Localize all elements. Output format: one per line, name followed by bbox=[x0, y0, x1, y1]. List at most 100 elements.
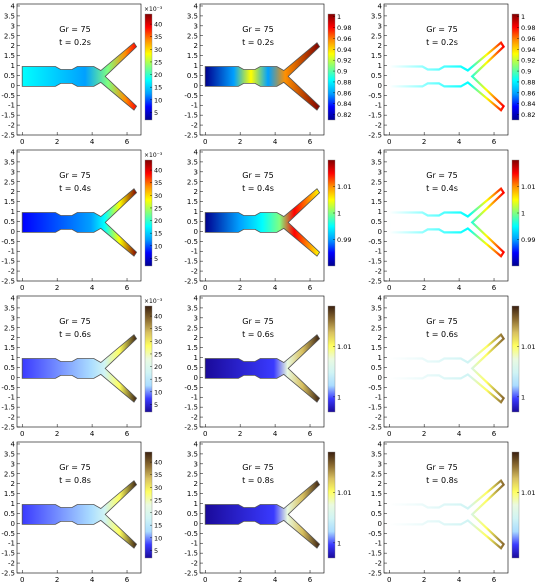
y-tick-label: 4 bbox=[378, 440, 383, 448]
colorbar-tick-label: 30 bbox=[154, 192, 162, 200]
y-tick-label: 2 bbox=[378, 480, 382, 488]
panel-annotation: t = 0.2s bbox=[242, 38, 274, 47]
x-tick-label: 0 bbox=[203, 284, 207, 292]
y-tick-label: 2 bbox=[378, 334, 382, 342]
y-tick-label: 0.5 bbox=[4, 510, 15, 518]
colorbar-tick-label: 1 bbox=[337, 393, 341, 401]
y-tick-label: 2.5 bbox=[371, 470, 382, 478]
y-tick-label: 2.5 bbox=[187, 32, 198, 40]
y-tick-label: -1 bbox=[191, 248, 198, 256]
channel-field bbox=[204, 188, 321, 257]
y-tick-label: 3 bbox=[11, 460, 15, 468]
y-tick-label: 1.5 bbox=[371, 198, 382, 206]
colorbar-tick-label: 0.86 bbox=[521, 89, 535, 97]
colorbar bbox=[144, 451, 153, 559]
colorbar-tick-label: 10 bbox=[154, 388, 162, 396]
y-tick-label: 2 bbox=[11, 480, 15, 488]
y-tick-label: 0 bbox=[194, 374, 198, 382]
y-tick-label: -0.5 bbox=[1, 384, 15, 392]
contour-lines bbox=[388, 333, 506, 404]
colorbar-tick-label: 0.98 bbox=[337, 24, 351, 32]
y-tick-label: 1.5 bbox=[4, 52, 15, 60]
colorbar-tick-label: 35 bbox=[154, 179, 162, 187]
colorbar-tick-label: 0.84 bbox=[521, 100, 535, 108]
chart-panel: 4 3.5 3 2.5 2 1.5 1 0.5 0 -0.5 -1 -1.5 -2 -2.5 0 2 4 6 Gr … bbox=[1, 148, 163, 292]
y-tick-label: 0 bbox=[11, 520, 15, 528]
colorbar-tick-label: 0.82 bbox=[337, 111, 351, 119]
x-tick-label: 4 bbox=[90, 576, 95, 584]
colorbar-tick-label: 1.01 bbox=[521, 183, 535, 191]
y-tick-label: 3 bbox=[194, 460, 198, 468]
y-tick-label: 0.5 bbox=[4, 72, 15, 80]
y-tick-label: 1.5 bbox=[371, 490, 382, 498]
colorbar-tick-label: 1.01 bbox=[521, 343, 535, 351]
y-tick-label: 1.5 bbox=[187, 198, 198, 206]
y-tick-label: 3 bbox=[11, 314, 15, 322]
colorbar bbox=[511, 451, 520, 559]
panel-annotation: Gr = 75 bbox=[59, 463, 90, 472]
y-tick-label: 2 bbox=[11, 334, 15, 342]
colorbar bbox=[511, 13, 520, 121]
colorbar bbox=[511, 305, 520, 413]
panel-annotation: t = 0.6s bbox=[59, 330, 91, 339]
y-tick-label: -1.5 bbox=[368, 112, 382, 120]
y-tick-label: 0 bbox=[378, 228, 382, 236]
colorbar-tick-label: 1 bbox=[337, 210, 341, 218]
y-tick-label: 4 bbox=[11, 440, 16, 448]
y-tick-label: -1 bbox=[191, 540, 198, 548]
y-tick-label: 3.5 bbox=[187, 450, 198, 458]
x-tick-label: 2 bbox=[238, 284, 242, 292]
x-tick-label: 4 bbox=[457, 430, 462, 438]
contour-lines bbox=[388, 187, 506, 258]
colorbar-tick-label: 1.01 bbox=[337, 183, 351, 191]
y-tick-label: 0.5 bbox=[4, 364, 15, 372]
y-tick-label: 4 bbox=[194, 148, 199, 156]
colorbar-tick-label: 40 bbox=[154, 21, 162, 29]
y-tick-label: 2 bbox=[378, 188, 382, 196]
y-tick-label: -2 bbox=[191, 268, 198, 276]
colorbar-tick-label: 40 bbox=[154, 313, 162, 321]
panel-annotation: Gr = 75 bbox=[242, 463, 273, 472]
x-tick-label: 4 bbox=[457, 576, 462, 584]
contour-lines bbox=[388, 41, 506, 112]
y-tick-label: 3.5 bbox=[371, 304, 382, 312]
x-tick-label: 6 bbox=[308, 430, 313, 438]
colorbar-tick-label: 1 bbox=[337, 539, 341, 547]
colorbar-exponent: ×10⁻³ bbox=[144, 6, 163, 13]
y-tick-label: -2 bbox=[375, 268, 382, 276]
y-tick-label: 3.5 bbox=[371, 158, 382, 166]
y-tick-label: 3.5 bbox=[371, 450, 382, 458]
y-tick-label: 3 bbox=[11, 168, 15, 176]
x-tick-label: 0 bbox=[20, 284, 24, 292]
panel-annotation: t = 0.8s bbox=[59, 476, 91, 485]
chart-panel: 4 3.5 3 2.5 2 1.5 1 0.5 0 -0.5 -1 -1.5 -2 -2.5 0 2 4 6 Gr … bbox=[184, 2, 351, 146]
y-tick-label: 0.5 bbox=[187, 364, 198, 372]
colorbar bbox=[327, 305, 336, 413]
y-tick-label: -2.5 bbox=[184, 132, 198, 140]
x-tick-label: 0 bbox=[387, 430, 391, 438]
y-tick-label: -2 bbox=[8, 560, 15, 568]
y-tick-label: -1 bbox=[8, 102, 15, 110]
colorbar-tick-label: 0.86 bbox=[337, 89, 351, 97]
colorbar-tick-label: 20 bbox=[154, 509, 162, 517]
chart-panel: 4 3.5 3 2.5 2 1.5 1 0.5 0 -0.5 -1 -1.5 -2 -2.5 0 2 4 6 Gr … bbox=[1, 440, 162, 584]
y-tick-label: -1.5 bbox=[184, 404, 198, 412]
y-tick-label: 2.5 bbox=[371, 324, 382, 332]
channel-field bbox=[21, 480, 138, 549]
x-tick-label: 2 bbox=[422, 430, 426, 438]
x-tick-label: 2 bbox=[55, 284, 59, 292]
colorbar-tick-label: 0.84 bbox=[337, 100, 351, 108]
y-tick-label: -1.5 bbox=[1, 404, 15, 412]
colorbar-tick-label: 1 bbox=[521, 210, 525, 218]
contour-lines bbox=[388, 479, 506, 550]
y-tick-label: 0.5 bbox=[187, 218, 198, 226]
y-tick-label: 3.5 bbox=[187, 304, 198, 312]
y-tick-label: -0.5 bbox=[368, 530, 382, 538]
y-tick-label: -2.5 bbox=[368, 278, 382, 286]
y-tick-label: -2 bbox=[375, 414, 382, 422]
colorbar bbox=[327, 13, 336, 121]
x-tick-label: 4 bbox=[457, 284, 462, 292]
y-tick-label: -2 bbox=[191, 560, 198, 568]
panel-annotation: Gr = 75 bbox=[242, 317, 273, 326]
y-tick-label: 3 bbox=[378, 314, 382, 322]
